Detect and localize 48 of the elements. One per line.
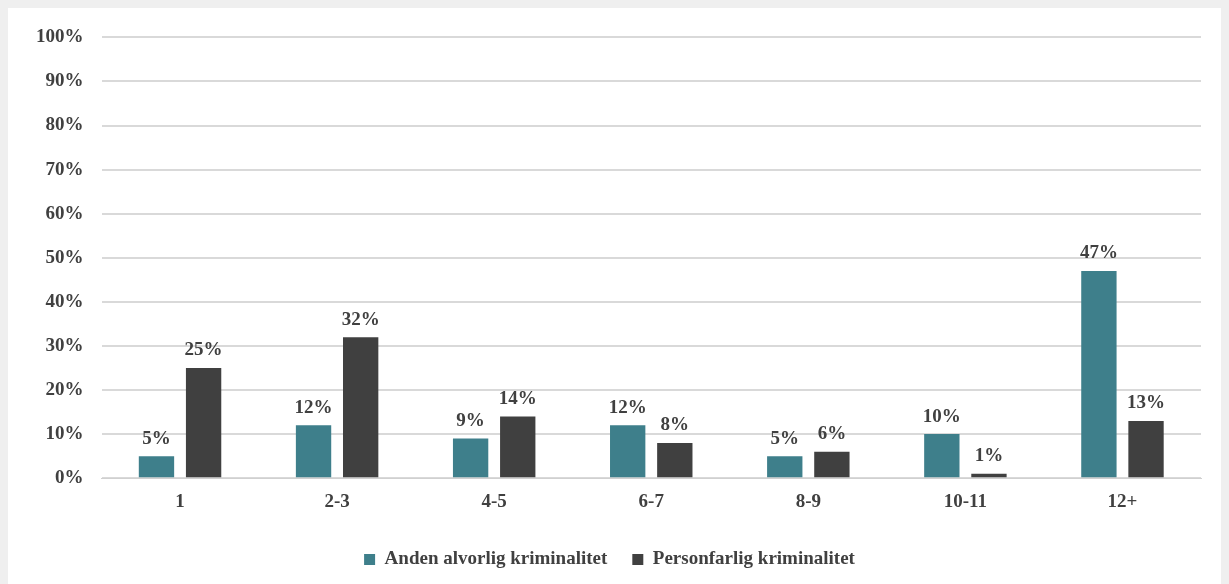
bar bbox=[610, 425, 646, 478]
legend-label: Anden alvorlig kriminalitet bbox=[384, 547, 608, 569]
data-label: 25% bbox=[184, 338, 223, 360]
bar bbox=[1081, 271, 1117, 478]
x-tick-label: 8-9 bbox=[795, 489, 821, 511]
data-label: 12% bbox=[608, 395, 647, 417]
bar bbox=[657, 442, 693, 478]
bar bbox=[971, 473, 1007, 478]
y-tick-label: 40% bbox=[45, 289, 84, 311]
x-tick-label: 2-3 bbox=[324, 489, 350, 511]
bar bbox=[295, 425, 332, 478]
y-tick-label: 20% bbox=[45, 377, 84, 399]
y-tick-label: 100% bbox=[36, 25, 84, 47]
x-tick-label: 1 bbox=[175, 489, 185, 511]
y-tick-label: 70% bbox=[45, 157, 84, 179]
x-tick-label: 12+ bbox=[1107, 489, 1138, 511]
bar bbox=[185, 368, 222, 478]
x-tick-label: 6-7 bbox=[638, 489, 665, 511]
data-label: 5% bbox=[142, 426, 171, 448]
y-tick-label: 30% bbox=[45, 333, 84, 355]
y-tick-label: 10% bbox=[45, 422, 84, 444]
y-tick-label: 50% bbox=[45, 245, 84, 267]
bar bbox=[814, 451, 850, 478]
legend-label: Personfarlig kriminalitet bbox=[652, 547, 856, 569]
data-label: 14% bbox=[498, 386, 537, 408]
x-tick-label: 4-5 bbox=[481, 489, 507, 511]
y-tick-label: 0% bbox=[55, 466, 84, 488]
bar bbox=[1128, 420, 1164, 478]
y-tick-label: 90% bbox=[45, 69, 84, 91]
data-label: 9% bbox=[456, 408, 485, 430]
data-label: 5% bbox=[770, 426, 800, 448]
bar bbox=[138, 456, 175, 478]
bar bbox=[343, 337, 379, 478]
data-label: 6% bbox=[817, 422, 847, 444]
x-tick-label: 10-11 bbox=[943, 489, 988, 511]
data-label: 1% bbox=[974, 444, 1004, 466]
data-label: 13% bbox=[1127, 391, 1166, 413]
bar bbox=[500, 416, 536, 478]
bar bbox=[767, 456, 803, 478]
data-label: 12% bbox=[294, 395, 333, 417]
bar bbox=[452, 438, 489, 478]
data-label: 10% bbox=[922, 404, 961, 426]
y-tick-label: 60% bbox=[45, 201, 84, 223]
y-tick-label: 80% bbox=[45, 113, 84, 135]
data-label: 32% bbox=[341, 307, 380, 329]
bar bbox=[924, 434, 960, 478]
data-label: 8% bbox=[660, 413, 690, 435]
data-label: 47% bbox=[1079, 241, 1118, 263]
